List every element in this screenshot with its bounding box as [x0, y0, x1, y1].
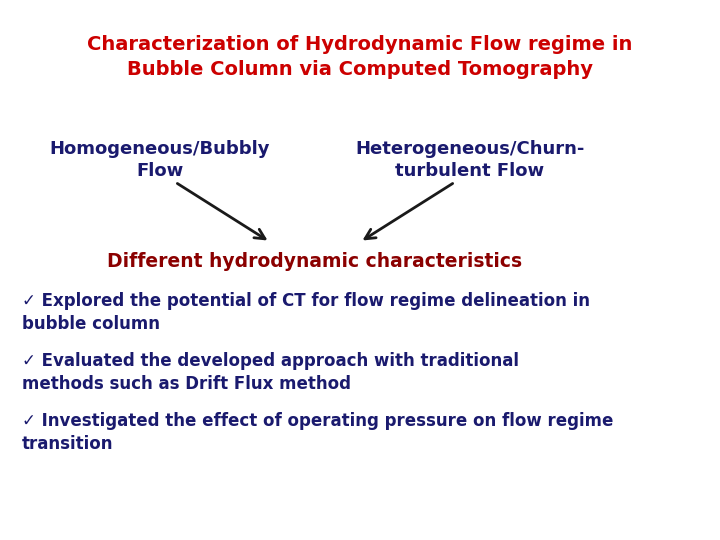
Text: ✓ Investigated the effect of operating pressure on flow regime
transition: ✓ Investigated the effect of operating p…	[22, 412, 613, 453]
Text: ✓ Explored the potential of CT for flow regime delineation in
bubble column: ✓ Explored the potential of CT for flow …	[22, 292, 590, 333]
Text: Heterogeneous/Churn-
turbulent Flow: Heterogeneous/Churn- turbulent Flow	[355, 140, 585, 180]
Text: Different hydrodynamic characteristics: Different hydrodynamic characteristics	[107, 252, 523, 271]
Text: Homogeneous/Bubbly
Flow: Homogeneous/Bubbly Flow	[50, 140, 270, 180]
Text: ✓ Evaluated the developed approach with traditional
methods such as Drift Flux m: ✓ Evaluated the developed approach with …	[22, 352, 519, 393]
Text: Characterization of Hydrodynamic Flow regime in
Bubble Column via Computed Tomog: Characterization of Hydrodynamic Flow re…	[87, 35, 633, 79]
